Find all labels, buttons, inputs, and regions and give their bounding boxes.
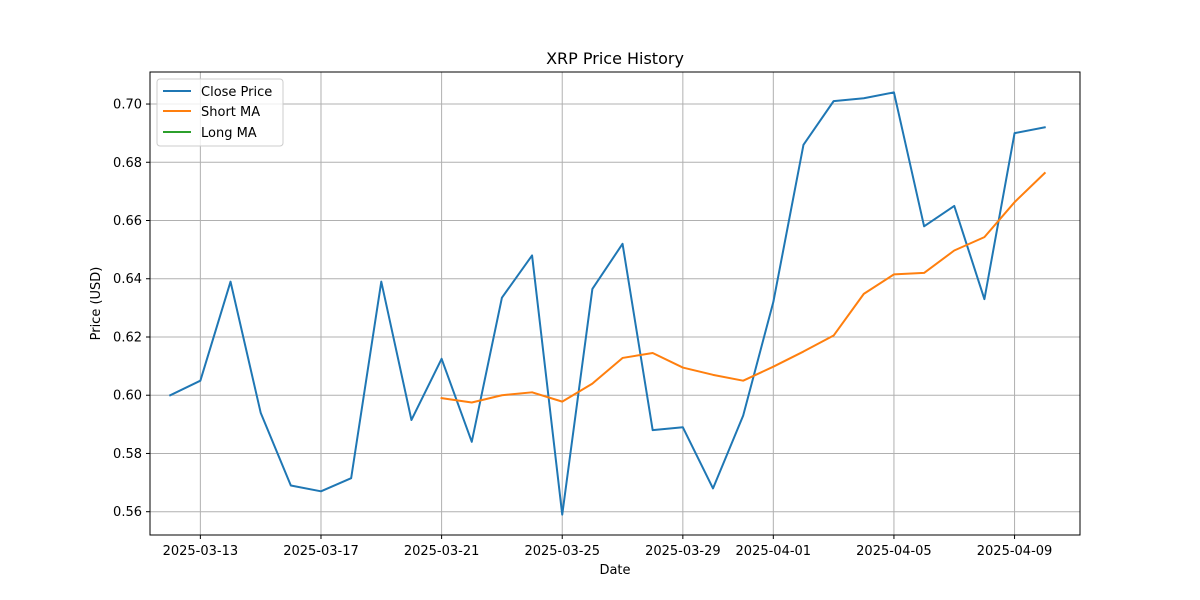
x-tick-label: 2025-03-29 xyxy=(645,544,721,559)
x-tick-label: 2025-03-17 xyxy=(283,544,359,559)
x-tick-label: 2025-04-05 xyxy=(856,544,932,559)
series-line-short-ma xyxy=(440,171,1047,404)
legend-label-close-price: Close Price xyxy=(201,85,272,100)
legend-label-long-ma: Long MA xyxy=(201,126,257,141)
y-tick-label: 0.66 xyxy=(113,214,142,229)
legend: Close Price Short MA Long MA xyxy=(156,78,284,147)
legend-box xyxy=(156,78,284,147)
y-tick-label: 0.68 xyxy=(113,156,142,171)
series-line-close-price xyxy=(168,91,1046,516)
y-tick-label: 0.70 xyxy=(113,98,142,113)
grid xyxy=(150,72,1080,535)
plot-frame xyxy=(149,71,1081,536)
y-tick-label: 0.58 xyxy=(113,447,142,462)
y-tick-label: 0.56 xyxy=(113,505,142,520)
y-tick-label: 0.60 xyxy=(113,389,142,404)
y-axis: 0.56 0.58 0.60 0.62 0.64 0.66 0.68 0.70 xyxy=(113,98,150,520)
x-tick-label: 2025-03-13 xyxy=(163,544,239,559)
x-tick-label: 2025-03-25 xyxy=(524,544,600,559)
x-axis: 2025-03-13 2025-03-17 2025-03-21 2025-03-25… xyxy=(163,535,1053,559)
legend-label-short-ma: Short MA xyxy=(201,105,260,120)
series-lines xyxy=(168,91,1047,516)
y-axis-label: Price (USD) xyxy=(89,267,104,341)
y-tick-label: 0.62 xyxy=(113,330,142,345)
x-axis-label: Date xyxy=(599,563,630,578)
x-tick-label: 2025-03-21 xyxy=(404,544,480,559)
x-tick-label: 2025-04-09 xyxy=(977,544,1053,559)
x-tick-label: 2025-04-01 xyxy=(736,544,812,559)
y-tick-label: 0.64 xyxy=(113,272,142,287)
chart-title: XRP Price History xyxy=(546,49,684,68)
